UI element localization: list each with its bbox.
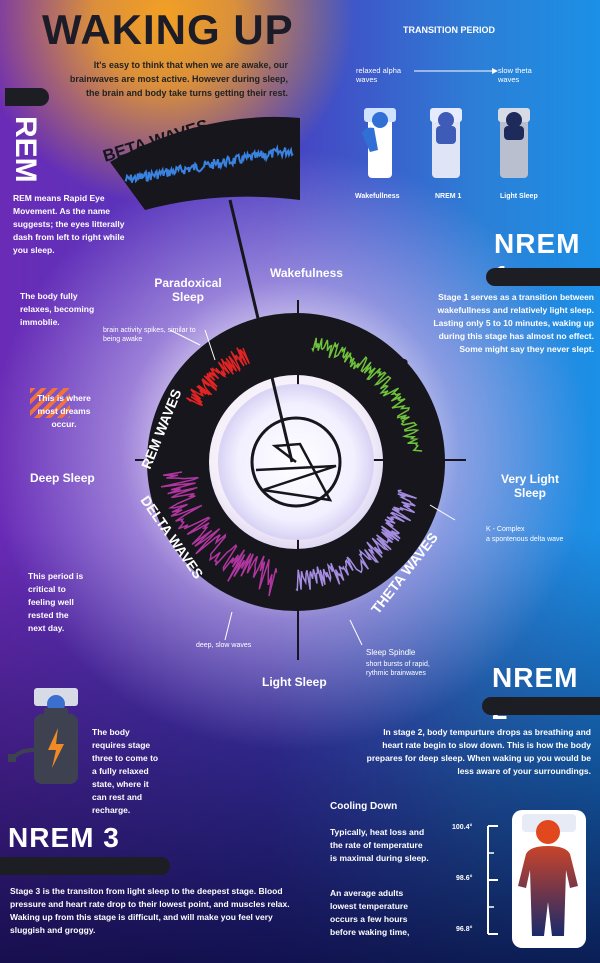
wakefulness-figure-icon [362,108,396,178]
brain-spikes-note: brain activity spikes, similar to being … [103,327,196,343]
nrem1-figure-icon [430,108,462,178]
temp-low: 96.8° [456,926,473,933]
transition-arrow [414,68,498,74]
inner-zigzag [255,442,337,502]
battery-figure-icon [8,688,78,784]
figure-label-nrem1: NREM 1 [435,193,462,200]
k-complex-sub: a spontenous delta wave [486,536,564,543]
dreams-hatch [30,388,70,418]
page-title: WAKING UP [42,6,294,53]
nrem2-heading: NREM 2 [492,662,579,725]
rem-pill [5,88,49,106]
delta-wave-line [160,471,278,597]
rem-text: REM means Rapid Eye Movement. As the nam… [13,193,125,255]
nrem1-pill [486,268,600,286]
deep-slow-note: deep, slow waves [196,642,252,649]
light-sleep-figure-icon [498,108,530,178]
figure-label-light-sleep: Light Sleep [500,193,538,200]
deep-sleep-label: Deep Sleep [30,471,95,485]
k-complex-note: K - Complex [486,526,525,533]
nrem2-text: In stage 2, body tempurture drops as bre… [366,727,591,776]
temp-mid: 98.6° [456,875,473,882]
thermometer-figure [487,810,586,948]
transition-title: TRANSITION PERIOD [403,25,496,35]
beta-pointer [228,199,294,463]
very-light-sleep-label: Very Light Sleep [500,472,559,500]
nrem2-pill [482,697,600,715]
cooling-title: Cooling Down [330,801,398,812]
temp-high: 100.4° [452,824,473,831]
nrem3-text: Stage 3 is the transiton from light slee… [10,886,290,935]
rem-dreams-text: This is where most dreams occur. [37,393,91,429]
light-sleep-label: Light Sleep [262,675,327,689]
cooling-text-2: An average adults lowest temperature occ… [330,888,410,937]
nrem3-pill [0,857,170,875]
rem-relax-text: The body fully relaxes, becoming immobli… [20,291,95,327]
spindle-note: Sleep Spindle [366,648,416,657]
theta-wave-line [295,489,417,592]
paradoxical-sleep-label: Paradoxical Sleep [154,276,222,304]
transition-to: slow theta waves [498,66,532,84]
critical-text: This period is critical to feeling well … [28,571,84,633]
nrem1-text: Stage 1 serves as a transition between w… [433,292,594,354]
spindle-sub: short bursts of rapid, rythmic brainwave… [366,661,430,677]
cooling-text-1: Typically, heat loss and the rate of tem… [330,827,429,863]
beta-wave-line [124,144,294,184]
inner-circle [250,416,342,508]
rem-wave-line [186,347,250,407]
nrem3-heading: NREM 3 [8,822,120,853]
recharge-text: The body requires stage three to come to… [92,727,159,815]
sleep-ring [147,313,445,611]
sleeper-figures [362,108,530,178]
intro-text: It's easy to think that when we are awak… [69,60,288,98]
figure-label-wakefullness: Wakefullness [355,193,400,200]
brainwave-diagram: BETA WAVES ALPHA WAVES REM WAVES DELTA W… [101,116,466,660]
transition-from: relaxed alpha waves [356,66,402,84]
alpha-wave-line [311,337,423,452]
wakefulness-label: Wakefulness [270,266,343,280]
